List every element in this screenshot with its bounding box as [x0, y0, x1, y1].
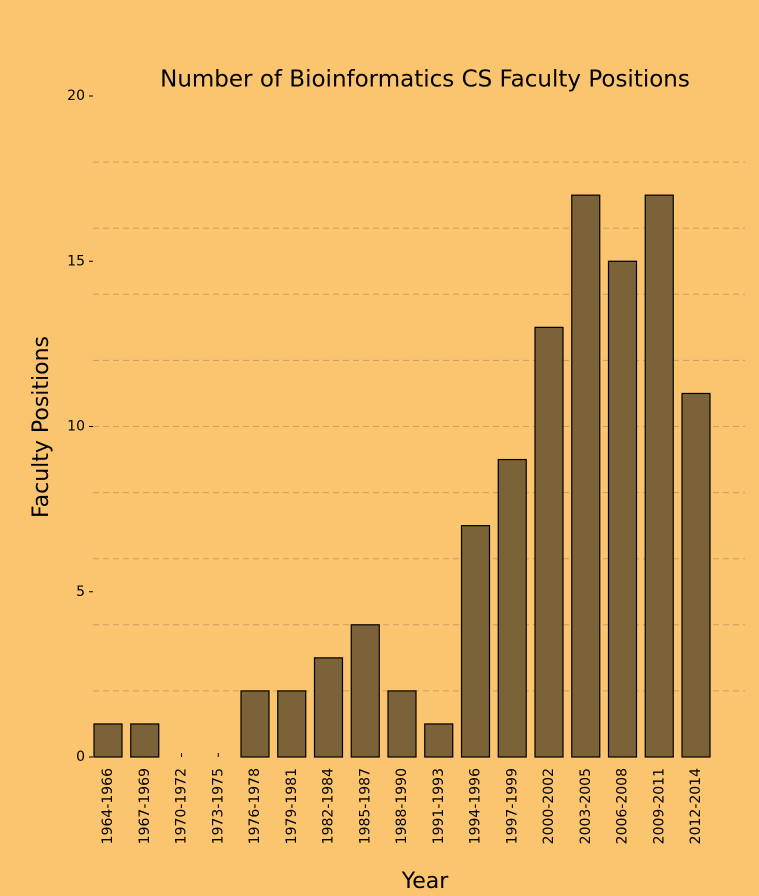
x-tick-label: 1994-1996 — [468, 768, 484, 844]
x-tick-label: 1967-1969 — [137, 768, 153, 844]
chart-title: Number of Bioinformatics CS Faculty Posi… — [160, 67, 690, 93]
x-tick-label: 1982-1984 — [321, 768, 337, 844]
y-axis-label: Faculty Positions — [29, 336, 54, 518]
bar — [681, 392, 711, 758]
bar — [607, 260, 638, 758]
y-tick-label: 15 — [67, 253, 85, 269]
bar — [424, 723, 454, 758]
bar — [130, 723, 160, 758]
x-tick-label: 1991-1993 — [431, 768, 447, 844]
y-tick-label: 20 — [67, 88, 85, 104]
bar — [240, 690, 270, 758]
bar — [571, 194, 601, 758]
x-tick-label: 1970-1972 — [174, 768, 190, 844]
x-tick-label: 1979-1981 — [284, 768, 300, 844]
y-tick-label: 10 — [67, 419, 85, 435]
x-tick-label: 1976-1978 — [247, 768, 263, 844]
x-tick-label: 1988-1990 — [394, 768, 410, 844]
bar — [460, 525, 491, 758]
x-tick-label: 2009-2011 — [651, 768, 667, 844]
y-tick-label: 0 — [76, 749, 85, 765]
x-tick-label: 1973-1975 — [210, 768, 226, 844]
x-tick-label: 1997-1999 — [504, 768, 520, 844]
bar — [93, 723, 123, 758]
x-tick-label: 2003-2005 — [578, 768, 594, 844]
bar — [534, 326, 564, 758]
x-tick-label: 1964-1966 — [100, 768, 116, 844]
y-tick-label: 5 — [76, 584, 85, 600]
bar — [387, 690, 417, 758]
x-tick-label: 2012-2014 — [688, 768, 704, 844]
bar — [350, 624, 380, 758]
bar — [644, 194, 674, 758]
x-tick-label: 1985-1987 — [357, 768, 373, 844]
x-axis-label: Year — [401, 869, 450, 894]
bar — [277, 690, 307, 758]
bar — [497, 458, 527, 758]
bar — [313, 657, 344, 758]
x-tick-label: 2006-2008 — [615, 768, 631, 844]
x-tick-label: 2000-2002 — [541, 768, 557, 844]
